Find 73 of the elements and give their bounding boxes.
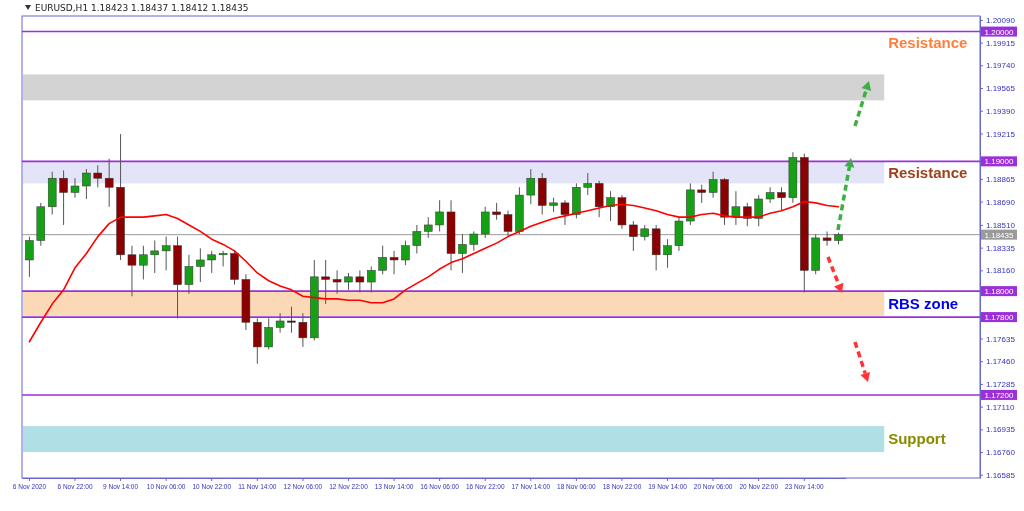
candlestick [264,317,273,351]
candlestick [424,216,433,239]
text: Resistance [888,34,968,52]
candlestick [321,259,330,305]
candlestick [332,269,342,295]
candlestick [412,224,422,254]
text: RBS zone [888,295,959,313]
ref-line-label: 1.18000 [984,287,1015,297]
candlestick [503,210,513,238]
y-tick-label: 1.17110 [986,402,1015,412]
candlestick [184,254,194,295]
candlestick [218,250,228,267]
candlestick [207,250,216,274]
candlestick [82,168,91,200]
candlestick [196,247,205,283]
y-tick-label: 1.18690 [986,197,1016,207]
y-tick-label: 1.19390 [986,106,1016,116]
ref-line-label: 1.19000 [984,157,1015,167]
y-tick-label: 1.16585 [986,470,1016,480]
candlestick [765,186,775,204]
candlestick [287,306,296,334]
y-tick-label: 1.19915 [986,38,1016,48]
candlestick [389,250,399,275]
candlestick [697,184,706,204]
y-tick-label: 1.17635 [986,334,1016,344]
y-tick-label: 1.18335 [986,243,1016,253]
candlestick [150,240,159,274]
y-tick-label: 1.18865 [986,174,1016,184]
candlestick [435,199,444,232]
candlestick [480,206,490,239]
y-tick-label: 1.16935 [986,425,1016,435]
chart-title: EURUSD,H1 1.18423 1.18437 1.18412 1.18435 [35,3,249,13]
text: Resistance [888,164,968,182]
y-tick-label: 1.17460 [986,357,1016,367]
candlestick [25,236,34,278]
candlestick [469,230,479,252]
candlestick [822,230,832,247]
candlestick [355,269,365,293]
candlestick [104,158,114,208]
ref-line-label: 1.17800 [984,313,1015,323]
y-tick-label: 1.20090 [986,15,1016,25]
candlestick [777,186,786,212]
candlestick [275,312,285,334]
y-tick-label: 1.18510 [986,221,1016,230]
y-tick-label: 1.19215 [986,129,1016,139]
candlestick [731,190,741,226]
candlestick [594,180,604,218]
candlestick [560,199,570,226]
candlestick [139,245,148,280]
candlestick [59,169,68,226]
candlestick [127,245,137,297]
candlestick [663,238,672,269]
ref-line-label: 1.18435 [984,230,1015,240]
y-tick-label: 1.18160 [986,266,1016,276]
candlestick [458,233,467,274]
candlestick [161,236,171,271]
y-tick-label: 1.16760 [986,448,1016,458]
text: Support [888,430,946,448]
y-tick-label: 1.17285 [986,379,1016,389]
candlestick [401,240,410,266]
candlestick [298,312,308,348]
ref-line-label: 1.17200 [984,390,1015,400]
y-tick-label: 1.19565 [986,84,1016,94]
candlestick [378,245,387,275]
y-tick-label: 1.19740 [986,61,1016,71]
candlestick [629,220,638,252]
candlestick [93,164,103,188]
candlestick [583,172,593,196]
ref-line-label: 1.20000 [984,27,1015,37]
candlestick [526,168,536,205]
candlestick [708,171,718,199]
candlestick [367,265,376,293]
candlestick [70,177,80,199]
